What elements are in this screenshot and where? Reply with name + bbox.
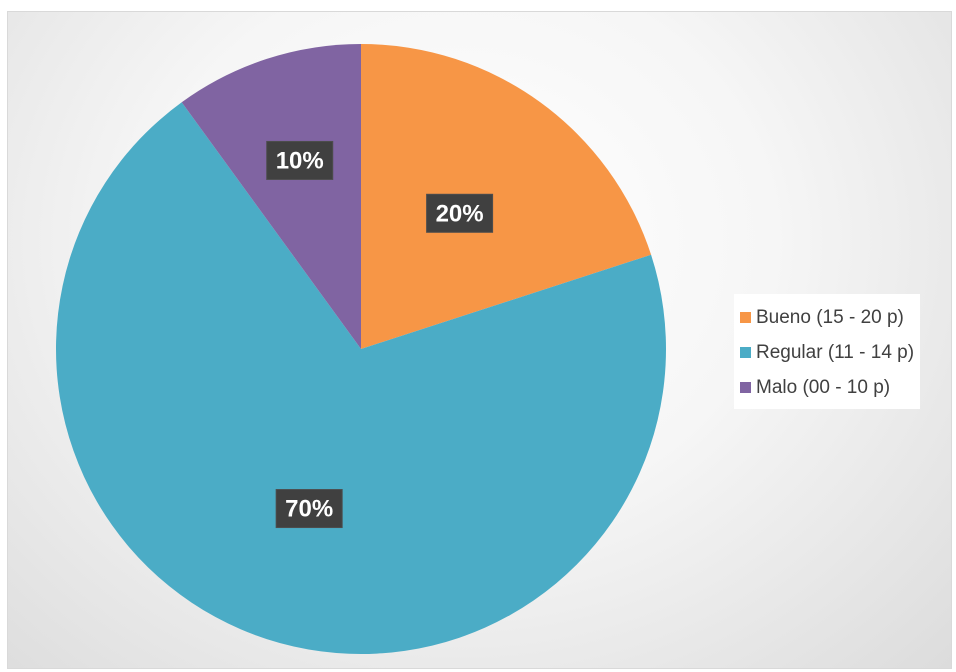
data-label-box-bueno	[426, 193, 494, 233]
legend-label-malo: Malo (00 - 10 p)	[756, 376, 891, 398]
legend-item-malo: Malo (00 - 10 p)	[740, 370, 914, 405]
chart-area: 20% 70% 10% Bueno (15 - 20 p) Regular (11 …	[7, 11, 952, 669]
pie-chart: 20% 70% 10%	[56, 44, 667, 655]
data-label-text-malo: 10%	[276, 147, 324, 174]
legend: Bueno (15 - 20 p) Regular (11 - 14 p) Ma…	[734, 294, 921, 409]
pie-slice-regular	[56, 102, 667, 655]
data-label-text-regular: 70%	[285, 496, 333, 523]
legend-swatch-malo	[740, 382, 751, 393]
legend-item-regular: Regular (11 - 14 p)	[740, 335, 914, 370]
pie-slice-bueno	[361, 44, 652, 349]
data-label-box-malo	[266, 140, 334, 180]
data-label-malo: 10%	[266, 140, 334, 180]
data-label-regular: 70%	[275, 489, 343, 529]
legend-label-regular: Regular (11 - 14 p)	[756, 341, 915, 363]
legend-item-bueno: Bueno (15 - 20 p)	[740, 300, 914, 335]
data-label-box-regular	[275, 489, 343, 529]
legend-swatch-bueno	[740, 312, 751, 323]
legend-label-bueno: Bueno (15 - 20 p)	[756, 306, 904, 328]
pie-slice-malo	[181, 44, 361, 349]
data-label-text-bueno: 20%	[436, 200, 484, 227]
data-label-bueno: 20%	[426, 193, 494, 233]
legend-swatch-regular	[740, 347, 751, 358]
